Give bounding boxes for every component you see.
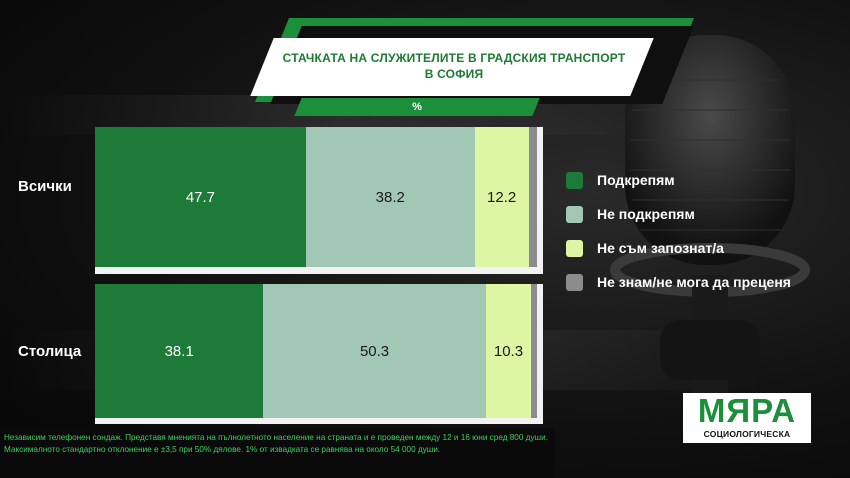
bar-segment: 10.3	[485, 284, 532, 418]
bar-segment: 47.7	[95, 127, 306, 267]
data-label: 38.1	[164, 342, 194, 360]
legend-item: Подкрепям	[566, 163, 791, 197]
data-label: 50.3	[359, 342, 390, 360]
legend-item: Не съм запознат/а	[566, 231, 791, 265]
bar-segment	[528, 127, 537, 267]
legend-item: Не подкрепям	[566, 197, 791, 231]
legend-swatch	[566, 205, 583, 223]
legend-item: Не знам/не мога да преценя	[566, 265, 791, 299]
title-banner: СТАЧКАТА НА СЛУЖИТЕЛИТЕ В ГРАДСКИЯ ТРАНС…	[248, 14, 694, 119]
data-label: 38.2	[375, 188, 405, 206]
bar-segment	[531, 284, 537, 418]
bar-segment: 38.2	[305, 127, 475, 267]
legend: Подкрепям Не подкрепям Не съм запознат/а Не…	[566, 163, 791, 299]
legend-swatch	[566, 239, 583, 257]
category-label: Всички	[18, 178, 72, 195]
legend-label: Подкрепям	[597, 172, 675, 188]
bar-segment: 38.1	[95, 284, 264, 418]
legend-swatch	[566, 273, 583, 291]
microphone-icon	[610, 35, 810, 435]
category-label: Столица	[18, 343, 82, 360]
data-label: 10.3	[493, 342, 524, 360]
bar-segment: 12.2	[474, 127, 529, 267]
footnote: Независим телефонен сондаж. Представя мн…	[0, 428, 555, 478]
chart-title: СТАЧКАТА НА СЛУЖИТЕЛИТЕ В ГРАДСКИЯ ТРАНС…	[282, 51, 626, 81]
legend-label: Не подкрепям	[597, 206, 695, 222]
logo-wordmark: МЯРА	[697, 392, 797, 429]
bar-segment: 50.3	[263, 284, 486, 418]
legend-swatch	[566, 171, 583, 189]
logo: МЯРА СОЦИОЛОГИЧЕСКА АГЕНЦИЯ	[683, 392, 811, 453]
legend-label: Не съм запознат/а	[597, 240, 724, 256]
footnote-text: Независим телефонен сондаж. Представя мн…	[4, 433, 548, 454]
unit-label: %	[412, 101, 422, 113]
data-label: 47.7	[185, 188, 216, 206]
data-label: 12.2	[487, 188, 517, 206]
legend-label: Не знам/не мога да преценя	[597, 274, 791, 290]
logo-subtitle: СОЦИОЛОГИЧЕСКА АГЕНЦИЯ	[703, 429, 791, 453]
